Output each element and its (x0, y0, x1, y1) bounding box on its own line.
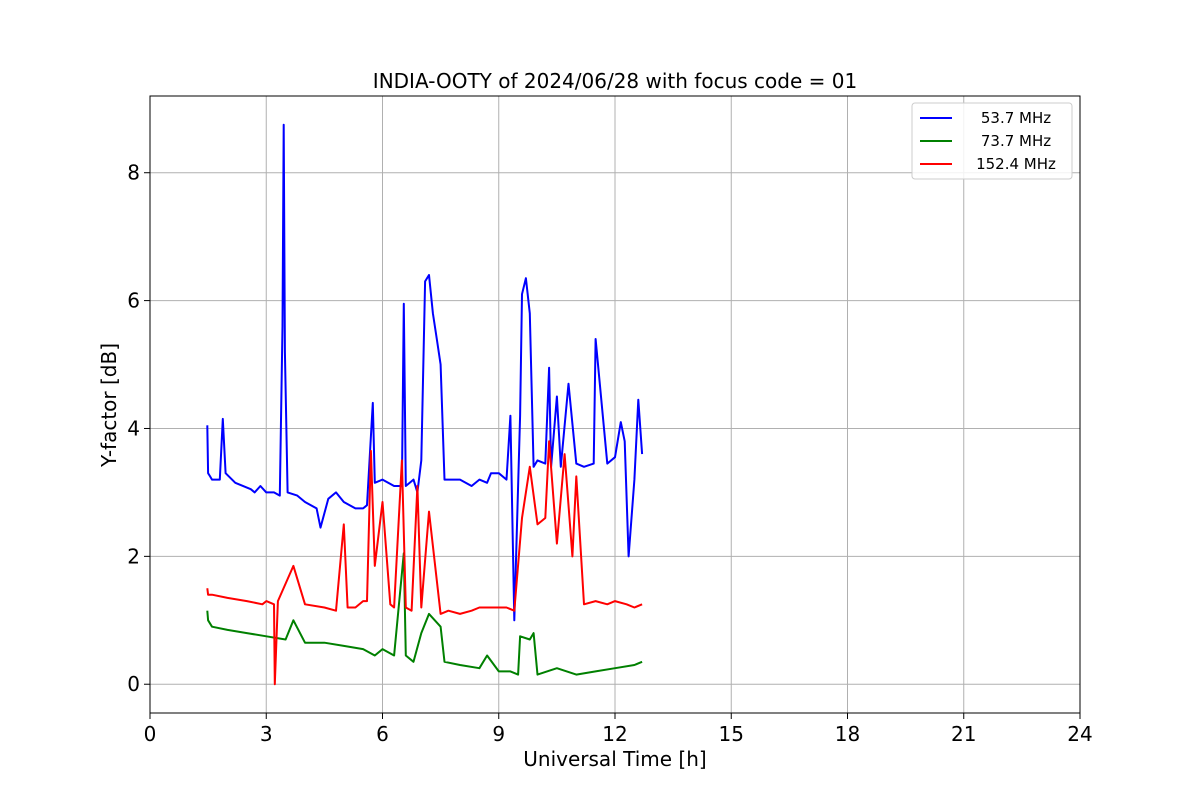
y-axis-label: Y-factor [dB] (97, 343, 121, 468)
x-tick-label: 18 (835, 722, 860, 746)
y-tick-label: 8 (127, 161, 140, 185)
x-tick-label: 12 (602, 722, 627, 746)
x-tick-label: 3 (260, 722, 273, 746)
series-line-152mhz (206, 440, 643, 686)
x-tick-label: 0 (144, 722, 157, 746)
y-tick-label: 0 (127, 672, 140, 696)
series-line-73mhz (206, 552, 643, 676)
x-axis-label: Universal Time [h] (523, 747, 706, 771)
legend-label-53mhz: 53.7 MHz (981, 109, 1051, 127)
series-line-53mhz (206, 123, 644, 622)
series-layer (206, 123, 644, 686)
x-tick-label: 6 (376, 722, 389, 746)
y-tick-label: 4 (127, 416, 140, 440)
x-tick-label: 24 (1067, 722, 1092, 746)
legend-box (911, 102, 1073, 180)
x-tick-label: 9 (492, 722, 505, 746)
legend-label-73mhz: 73.7 MHz (981, 132, 1051, 150)
legend: 53.7 MHz 73.7 MHz 152.4 MHz (911, 102, 1073, 180)
x-tick-label: 21 (951, 722, 976, 746)
y-tick-label: 2 (127, 544, 140, 568)
y-tick-label: 6 (127, 289, 140, 313)
chart-title: INDIA-OOTY of 2024/06/28 with focus code… (373, 69, 857, 93)
legend-label-152mhz: 152.4 MHz (976, 155, 1056, 173)
x-tick-label: 15 (719, 722, 744, 746)
